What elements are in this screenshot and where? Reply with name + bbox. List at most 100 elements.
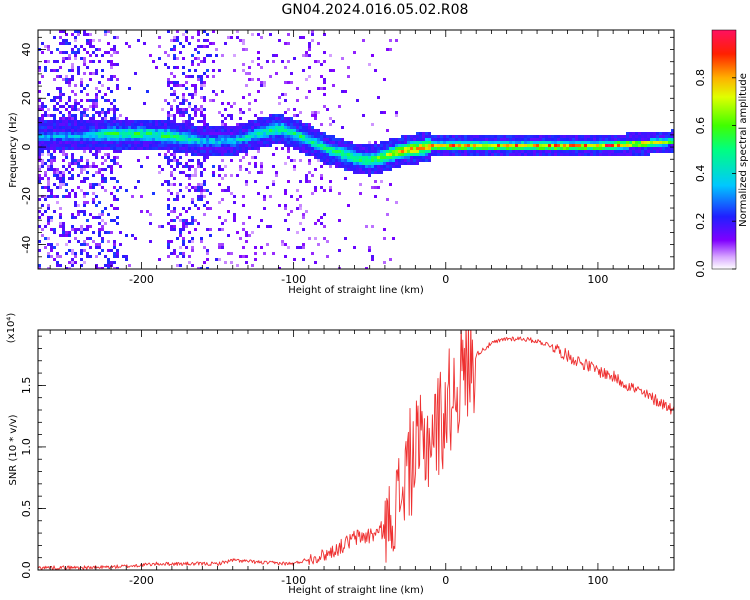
heatmap-cell [344,168,347,171]
heatmap-cell [53,228,56,231]
heatmap-cell [62,78,65,81]
heatmap-cell [209,99,212,102]
heatmap-cell [338,138,341,141]
heatmap-cell [167,144,170,147]
heatmap-cell [311,39,314,42]
heatmap-cell [197,63,200,66]
heatmap-cell [230,129,233,132]
heatmap-cell [218,111,221,114]
heatmap-cell [71,261,74,264]
heatmap-cell [335,150,338,153]
heatmap-cell [302,150,305,153]
heatmap-cell [335,156,338,159]
heatmap-cell [221,177,224,180]
heatmap-cell [662,144,665,147]
heatmap-cell [80,111,83,114]
heatmap-cell [167,198,170,201]
heatmap-cell [209,153,212,156]
heatmap-cell [98,252,101,255]
heatmap-cell [59,177,62,180]
heatmap-cell [263,120,266,123]
heatmap-cell [239,165,242,168]
heatmap-cell [614,141,617,144]
heatmap-cell [128,147,131,150]
heatmap-cell [95,153,98,156]
heatmap-cell [59,144,62,147]
heatmap-cell [320,63,323,66]
spectrogram-x-ticks: -200 -100 0 100 [49,30,675,286]
heatmap-cell [92,129,95,132]
heatmap-cell [170,225,173,228]
heatmap-cell [122,255,125,258]
heatmap-cell [224,150,227,153]
heatmap-cell [491,153,494,156]
colorbar-tick-label: 0.4 [694,165,707,183]
heatmap-cell [119,147,122,150]
heatmap-cell [563,135,566,138]
heatmap-cell [191,36,194,39]
heatmap-cell [95,156,98,159]
heatmap-cell [47,141,50,144]
heatmap-cell [71,162,74,165]
heatmap-cell [608,141,611,144]
heatmap-cell [83,33,86,36]
heatmap-cell [305,174,308,177]
heatmap-cell [368,168,371,171]
heatmap-cell [62,159,65,162]
heatmap-cell [425,159,428,162]
heatmap-cell [68,195,71,198]
heatmap-cell [548,141,551,144]
heatmap-cell [224,147,227,150]
chart-title: GN04.2024.016.05.02.R08 [281,2,469,18]
heatmap-cell [71,252,74,255]
heatmap-cell [56,177,59,180]
heatmap-cell [50,153,53,156]
heatmap-cell [404,135,407,138]
heatmap-cell [101,237,104,240]
heatmap-cell [386,168,389,171]
heatmap-cell [176,192,179,195]
heatmap-cell [245,132,248,135]
heatmap-cell [80,171,83,174]
heatmap-cell [179,162,182,165]
heatmap-cell [101,228,104,231]
heatmap-cell [479,138,482,141]
heatmap-cell [476,141,479,144]
heatmap-cell [272,183,275,186]
heatmap-cell [599,138,602,141]
heatmap-cell [182,33,185,36]
heatmap-cell [218,243,221,246]
heatmap-cell [248,162,251,165]
heatmap-cell [425,156,428,159]
heatmap-cell [578,135,581,138]
heatmap-cell [71,153,74,156]
heatmap-cell [251,141,254,144]
heatmap-cell [581,144,584,147]
heatmap-cell [350,156,353,159]
heatmap-cell [83,135,86,138]
heatmap-cell [632,153,635,156]
heatmap-cell [170,135,173,138]
heatmap-cell [284,141,287,144]
heatmap-cell [395,201,398,204]
heatmap-cell [65,117,68,120]
heatmap-cell [386,159,389,162]
heatmap-cell [206,144,209,147]
spectrogram-x-axis-title: Height of straight line (km) [288,285,424,296]
heatmap-cell [167,147,170,150]
heatmap-cell [296,207,299,210]
heatmap-cell [41,126,44,129]
heatmap-cell [299,207,302,210]
heatmap-cell [206,39,209,42]
heatmap-cell [404,141,407,144]
heatmap-cell [473,135,476,138]
heatmap-cell [191,165,194,168]
heatmap-cell [458,141,461,144]
heatmap-cell [314,114,317,117]
heatmap-cell [296,120,299,123]
heatmap-cell [101,96,104,99]
heatmap-cell [341,138,344,141]
heatmap-cell [173,144,176,147]
heatmap-cell [191,264,194,267]
heatmap-cell [236,144,239,147]
